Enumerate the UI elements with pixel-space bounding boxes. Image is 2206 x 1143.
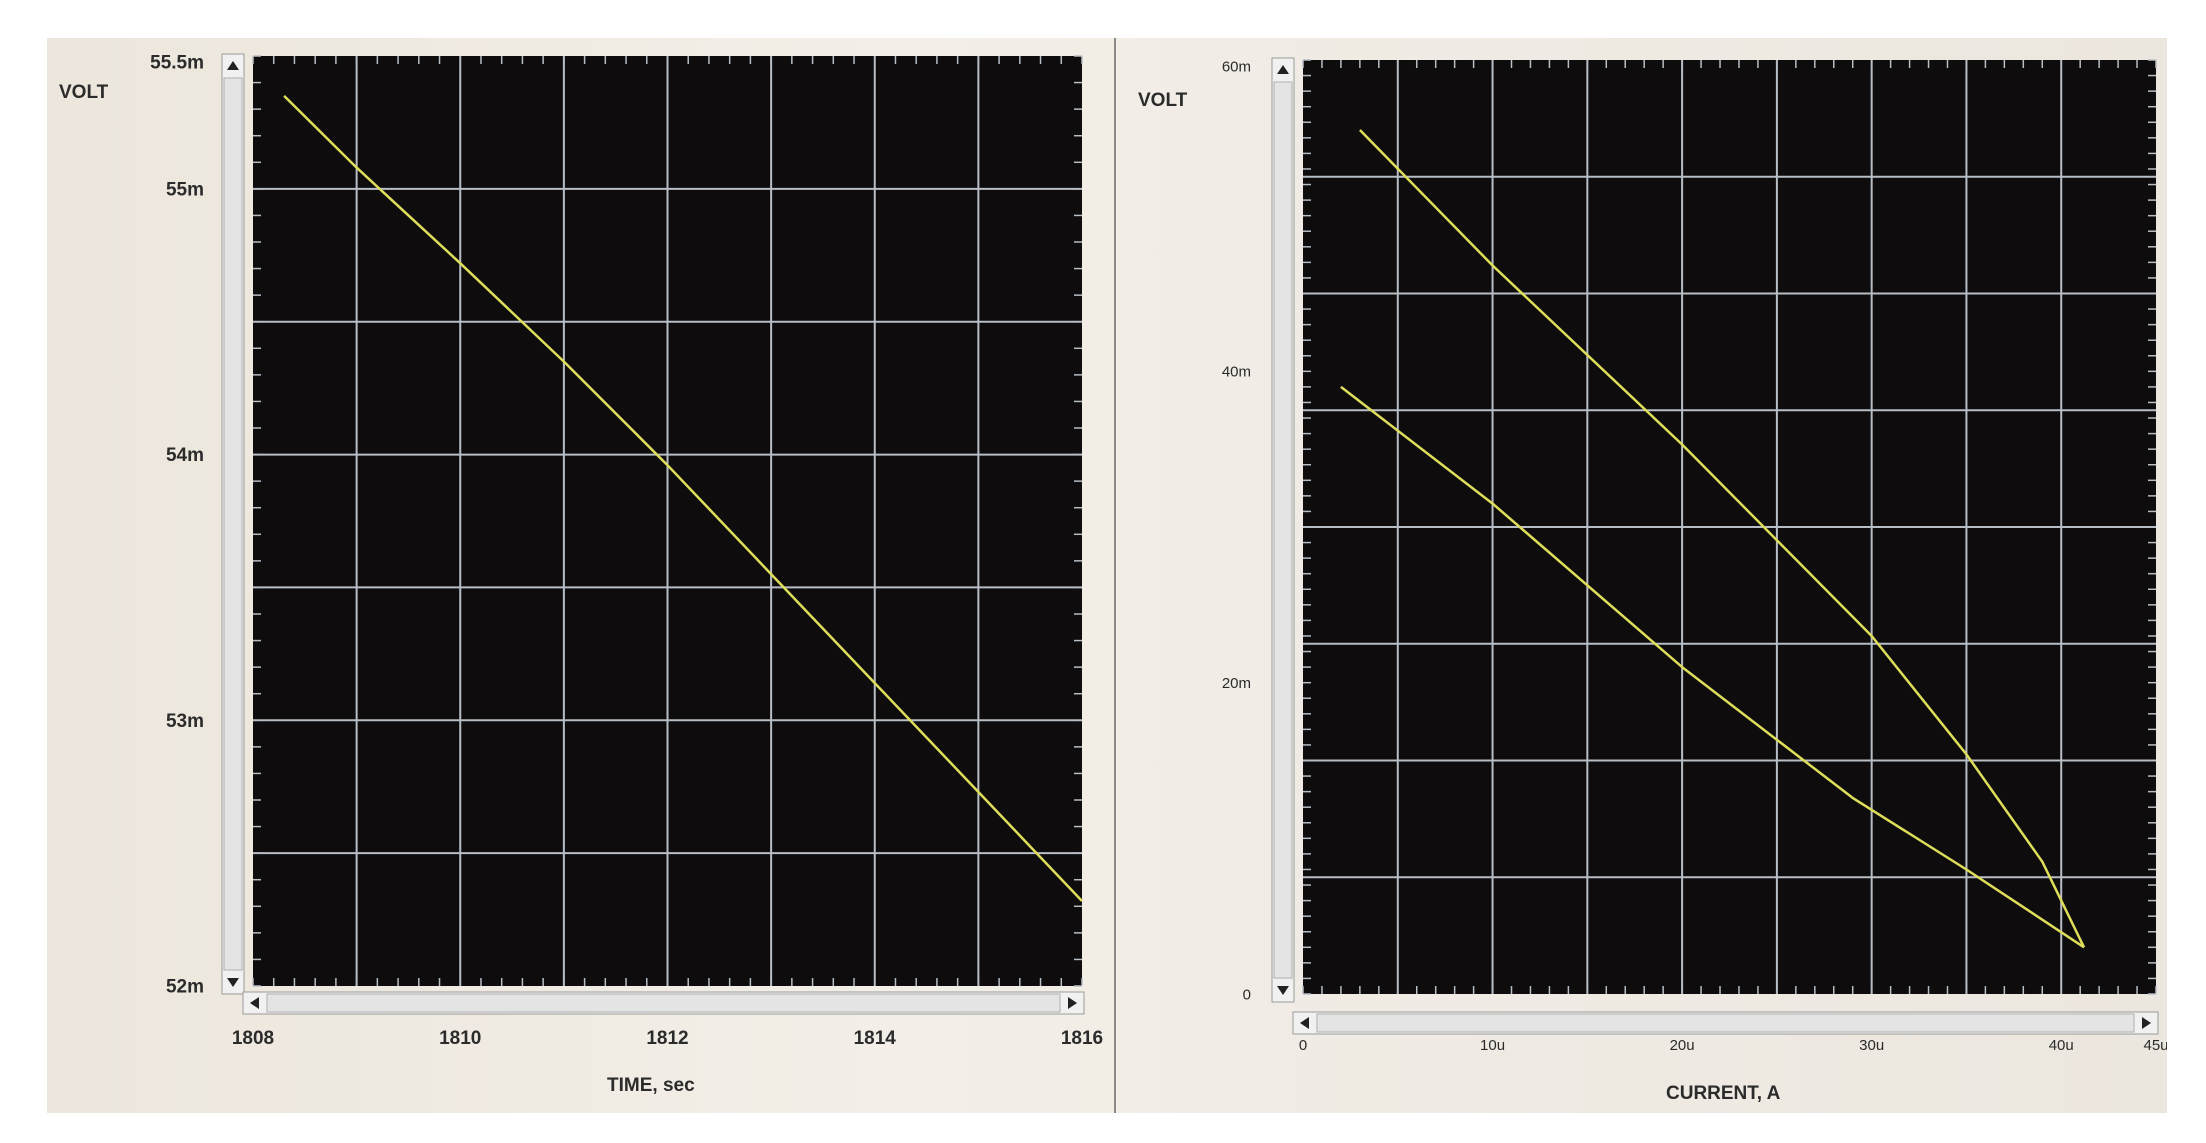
x-tick-label: 30u [1859,1037,1884,1054]
scroll-right-icon[interactable] [1068,997,1077,1009]
x-tick-label: 20u [1670,1037,1695,1054]
x-tick-label: 40u [2049,1037,2074,1054]
scroll-left-icon[interactable] [1300,1017,1309,1029]
chart-voltage-vs-time: 1808 1810 1812 1814 1816 52m 53m 54m 55m 55.5m [150,53,1103,1049]
horizontal-scroll-thumb[interactable] [266,993,1061,1013]
y-tick-label: 55m [166,180,204,201]
scroll-down-icon[interactable] [227,978,239,987]
series-line-2 [1340,385,2085,949]
y-tick-label: 40m [1222,364,1251,381]
vertical-scroll-thumb[interactable] [1273,81,1293,979]
panel-voltage-vs-time: VOLT 1808 1810 1812 1814 1816 52m 53m 54m 55m 55.… [47,38,1114,1113]
scroll-up-icon[interactable] [227,61,239,70]
panel-voltage-vs-current: VOLT 0 10u 20u 30u 40u 45u 0 20m 40m 60m CURRENT,… [1116,38,2167,1113]
x-tick-label: 0 [1299,1037,1307,1054]
x-tick-label: 10u [1480,1037,1505,1054]
vertical-scroll-thumb[interactable] [223,77,243,971]
x-axis-label: TIME, sec [607,1075,695,1096]
y-axis-label: VOLT [1138,90,1188,111]
y-tick-label: 20m [1222,675,1251,692]
y-tick-label: 54m [166,445,204,466]
scroll-right-icon[interactable] [2142,1017,2151,1029]
x-tick-label: 1814 [854,1028,897,1049]
x-tick-label: 1812 [646,1028,688,1049]
panel-divider [1114,38,1116,1113]
x-tick-label: 1810 [439,1028,481,1049]
horizontal-scroll-thumb[interactable] [1316,1013,2135,1033]
y-tick-label: 53m [166,711,204,732]
scroll-down-icon[interactable] [1277,986,1289,995]
x-axis-label: CURRENT, A [1666,1083,1781,1104]
y-tick-label: 52m [166,977,204,998]
series-line-1 [283,95,1083,902]
scroll-left-icon[interactable] [250,997,259,1009]
x-tick-label: 45u [2143,1037,2167,1054]
y-tick-label: 0 [1243,986,1251,1003]
series-line-1 [1359,129,2086,948]
scroll-up-icon[interactable] [1277,65,1289,74]
x-tick-label: 1808 [232,1028,274,1049]
y-tick-label: 60m [1222,58,1251,75]
y-tick-label: 55.5m [150,53,204,74]
x-tick-label: 1816 [1061,1028,1103,1049]
y-axis-label: VOLT [59,82,109,103]
chart-voltage-vs-current: 0 10u 20u 30u 40u 45u 0 20m 40m 60m [1222,57,2167,1054]
